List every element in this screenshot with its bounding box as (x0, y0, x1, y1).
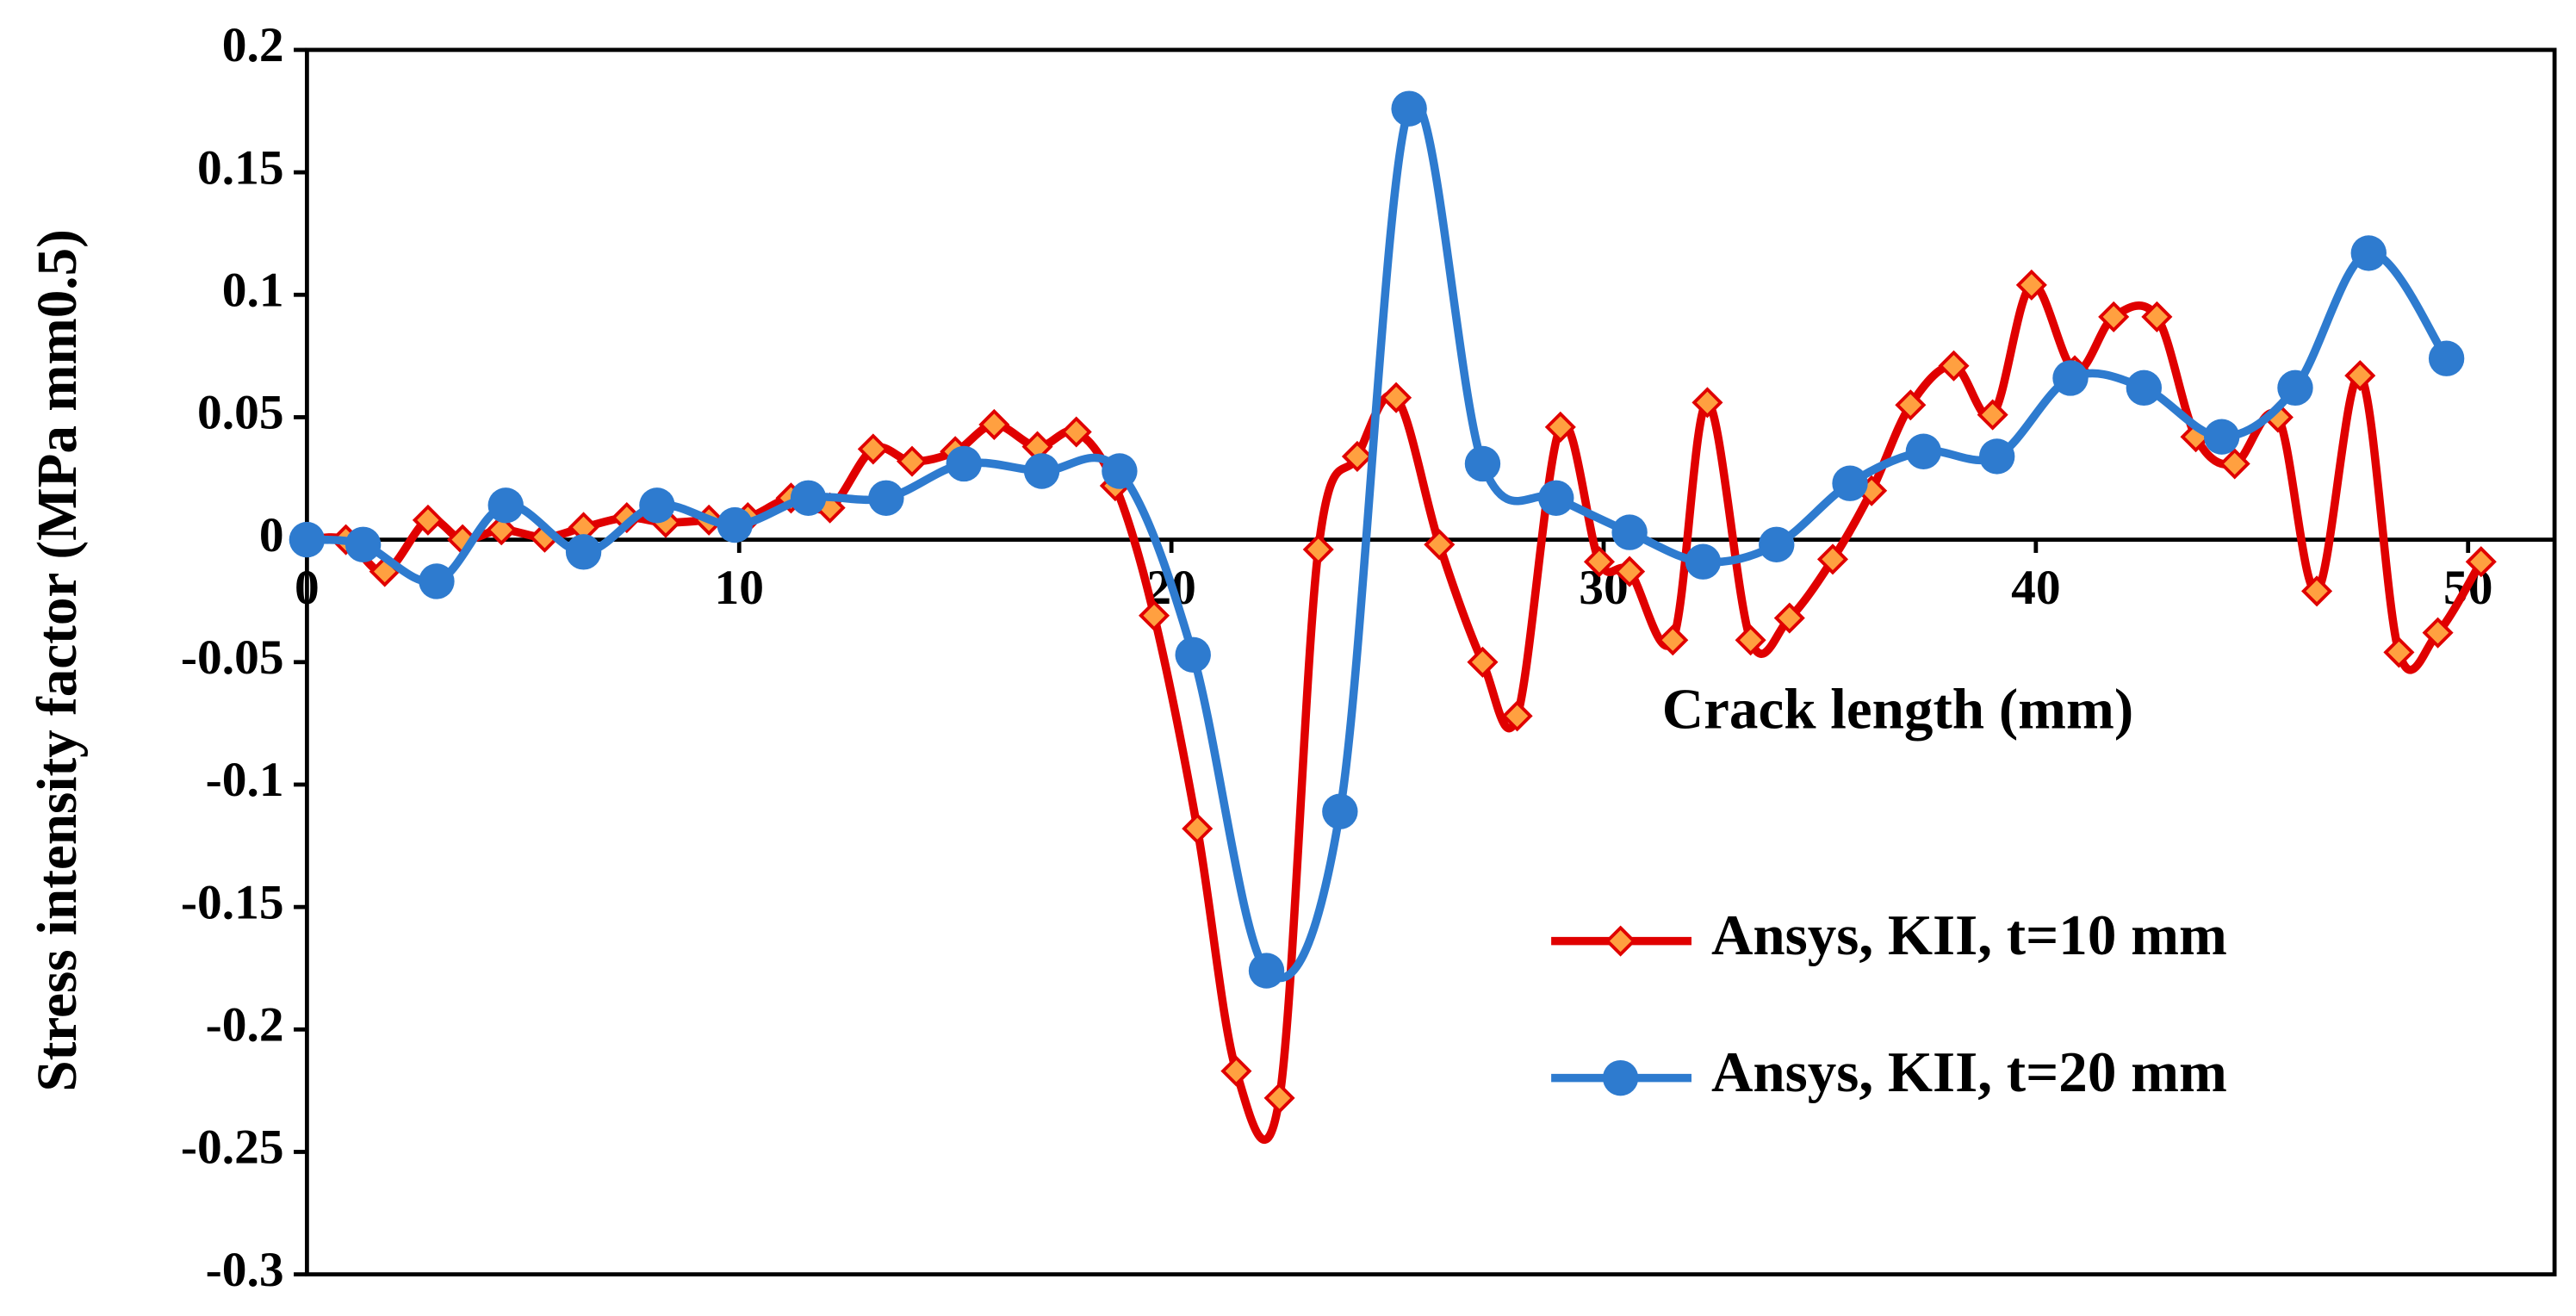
marker (1102, 453, 1138, 489)
marker (2052, 360, 2089, 396)
marker (1759, 526, 1795, 562)
legend-item: Ansys, KII, t=10 mm (1551, 903, 2227, 967)
marker (1895, 389, 1927, 421)
marker (289, 521, 326, 558)
marker (1977, 399, 2008, 431)
marker (1060, 416, 1092, 448)
marker (1501, 700, 1533, 732)
marker (487, 487, 524, 524)
marker (1391, 90, 1427, 127)
marker (2428, 340, 2465, 376)
marker (790, 480, 827, 516)
marker (2015, 269, 2047, 301)
marker (896, 445, 928, 477)
marker (857, 433, 889, 465)
y-tick-label: 0.1 (222, 263, 284, 317)
x-tick-label: 40 (2011, 561, 2060, 615)
marker (1657, 624, 1689, 656)
marker (1816, 543, 1849, 575)
marker (1602, 1059, 1639, 1096)
marker (2422, 617, 2454, 649)
marker (1322, 793, 1358, 829)
marker (1691, 387, 1723, 419)
y-axis-title: Stress intensity factor (MPa mm0.5) (27, 229, 89, 1091)
marker (717, 506, 753, 543)
marker (1175, 636, 1211, 673)
marker (2126, 369, 2163, 407)
marker (1263, 1082, 1295, 1114)
marker (2098, 301, 2130, 332)
y-tick-label: -0.15 (181, 875, 284, 929)
marker (2344, 360, 2376, 392)
legend-label: Ansys, KII, t=20 mm (1711, 1040, 2227, 1104)
y-tick-label: -0.2 (206, 997, 284, 1052)
legend-label: Ansys, KII, t=10 mm (1711, 903, 2227, 967)
y-tick-label: -0.05 (181, 630, 284, 685)
marker (1832, 465, 1868, 501)
marker (868, 480, 904, 516)
x-tick-label: 10 (715, 561, 764, 615)
marker (419, 563, 455, 599)
marker (2465, 546, 2497, 578)
marker (1605, 925, 1636, 957)
marker (1611, 514, 1648, 550)
marker (1614, 556, 1646, 587)
marker (978, 408, 1010, 441)
marker (1248, 953, 1285, 989)
marker (412, 504, 444, 536)
marker (345, 526, 382, 562)
marker (1139, 599, 1170, 631)
y-tick-label: -0.1 (206, 753, 284, 807)
marker (1583, 546, 1616, 578)
marker (1685, 543, 1722, 580)
series-line (307, 281, 2485, 1144)
marker (1023, 453, 1060, 489)
marker (1905, 433, 1942, 469)
marker (1381, 382, 1412, 413)
marker (486, 514, 518, 546)
marker (1773, 602, 1805, 634)
marker (1938, 350, 1970, 382)
marker (2203, 419, 2240, 455)
y-tick-label: 0.15 (197, 140, 284, 195)
marker (2277, 369, 2313, 407)
y-tick-label: 0.05 (197, 386, 284, 440)
marker (1735, 624, 1766, 656)
x-tick-label: 0 (295, 561, 320, 615)
marker (1464, 445, 1501, 482)
marker (2383, 636, 2415, 668)
marker (946, 445, 982, 482)
y-tick-label: -0.3 (206, 1243, 284, 1297)
x-axis-title: Crack length (mm) (1662, 676, 2133, 741)
marker (1544, 411, 1576, 443)
y-tick-label: -0.25 (181, 1120, 284, 1175)
marker (2219, 448, 2250, 480)
marker (2141, 301, 2173, 332)
marker (1538, 480, 1574, 516)
marker (1341, 440, 1373, 472)
y-tick-label: 0.2 (222, 18, 284, 72)
marker (1220, 1055, 1252, 1087)
legend-item: Ansys, KII, t=20 mm (1551, 1040, 2227, 1104)
series (289, 90, 2465, 989)
marker (1424, 529, 1456, 561)
marker (1182, 813, 1214, 845)
marker (2350, 235, 2387, 271)
marker (1978, 438, 2015, 475)
marker (2301, 575, 2333, 607)
marker (639, 487, 675, 524)
y-tick-label: 0 (259, 508, 284, 562)
marker (1467, 646, 1499, 678)
marker (1302, 533, 1334, 566)
marker (565, 534, 602, 570)
